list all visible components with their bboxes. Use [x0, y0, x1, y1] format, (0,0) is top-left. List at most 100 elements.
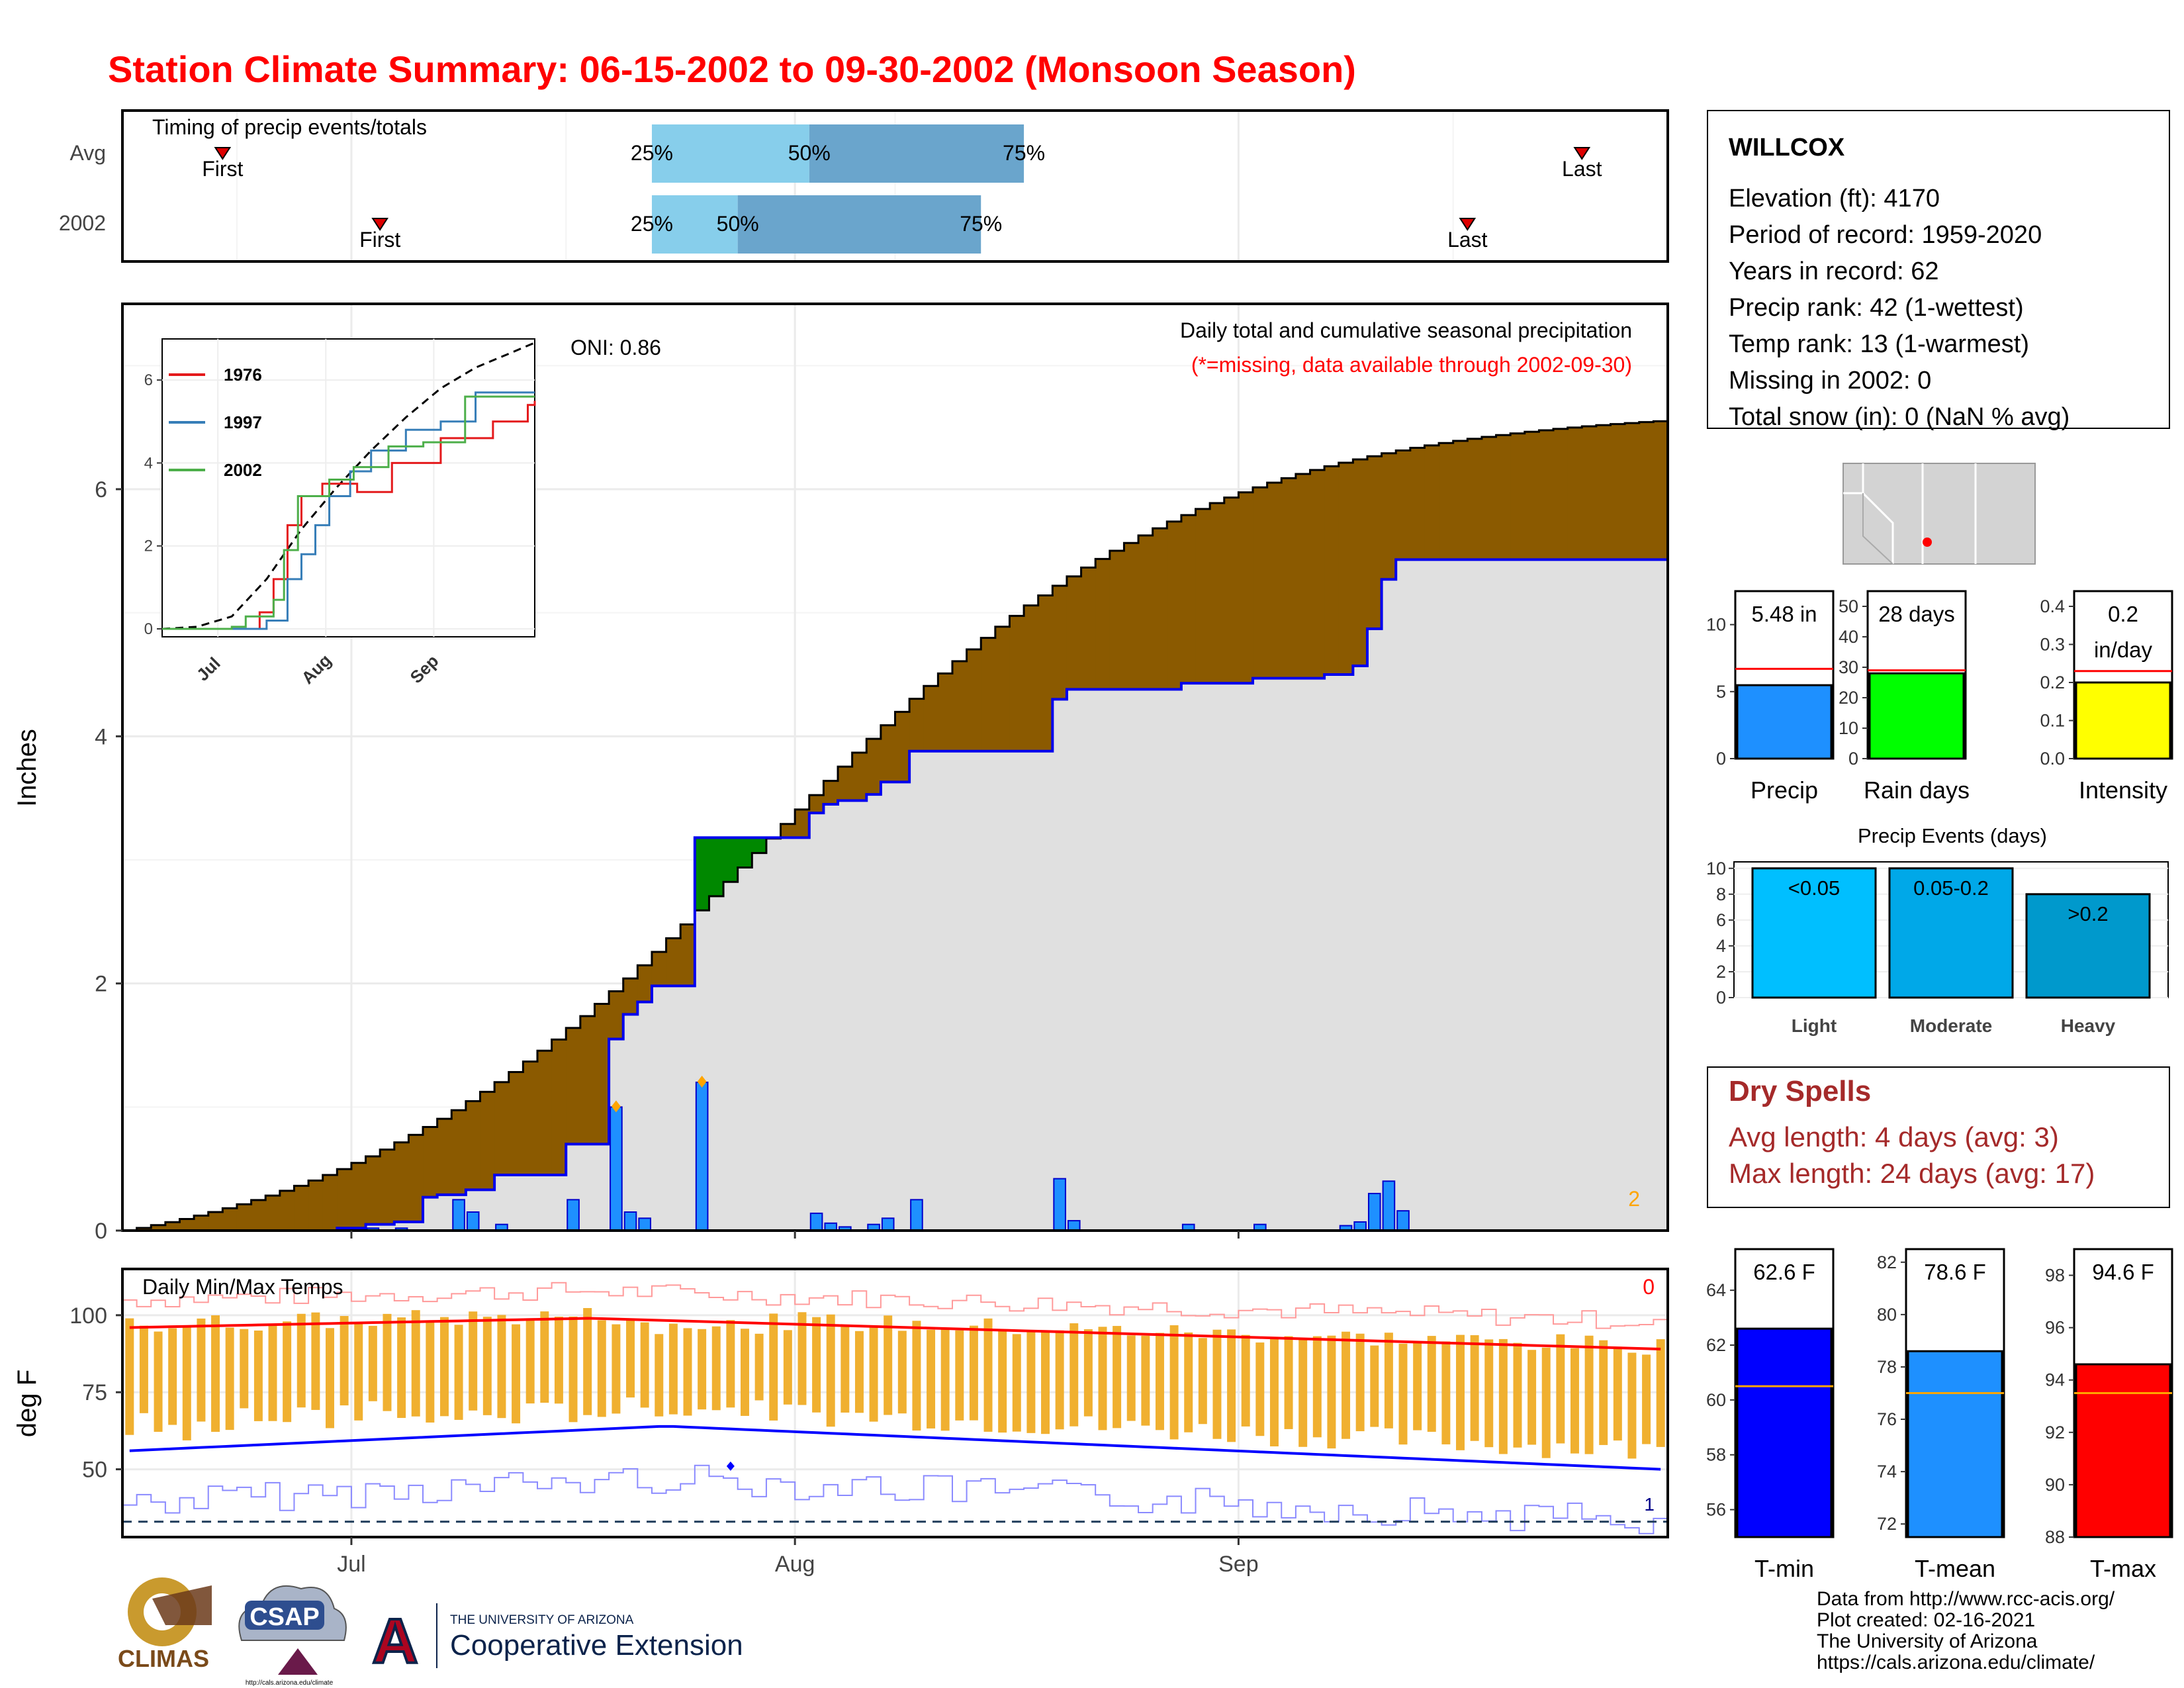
deviation-segment [437, 1119, 452, 1195]
deviation-segment [508, 1072, 523, 1175]
daily-temp-bar [340, 1316, 349, 1406]
station-marker [1923, 538, 1932, 547]
timing-bar-q50-q75 [809, 124, 1024, 183]
deviation-segment [566, 1027, 581, 1145]
deviation-segment [451, 1110, 467, 1195]
daily-temp-bar [1584, 1335, 1594, 1454]
month-label: Sep [1218, 1552, 1259, 1577]
station-line: Years in record: 62 [1729, 258, 1939, 285]
cumulative-fill [122, 559, 1668, 1231]
daily-temp-bar [783, 1330, 792, 1405]
daily-temp-bar [569, 1316, 578, 1423]
daily-precip-bar [1367, 1193, 1381, 1231]
station-line: Total snow (in): 0 (NaN % avg) [1729, 403, 2070, 431]
temp-ylabel: deg F [13, 1370, 42, 1437]
card-bar [1736, 1327, 1833, 1538]
station-info-box: WILLCOX Elevation (ft): 4170 Period of r… [1707, 110, 2170, 431]
temp-panel: Daily Min/Max Temps 0 1 deg F 50 75 100 Ju… [13, 1268, 1669, 1577]
deviation-segment [1410, 447, 1426, 560]
locator-map [1843, 463, 2036, 565]
csap-logo-text: CSAP [250, 1603, 320, 1631]
daily-precip-bar [623, 1211, 637, 1231]
daily-temp-bar [1627, 1352, 1637, 1459]
inset-y-tick-label: 2 [144, 538, 153, 555]
daily-temp-bar [983, 1318, 993, 1432]
daily-temp-bar [1498, 1338, 1508, 1454]
event-category-label: Heavy [2061, 1015, 2116, 1036]
deviation-segment [1567, 427, 1582, 560]
timing-q25-label: 25% [631, 212, 673, 236]
deviation-segment [1424, 445, 1439, 560]
events-tick-label: 0 [1716, 988, 1726, 1008]
events-tick-label: 8 [1716, 884, 1726, 904]
card-tick-label: 56 [1706, 1500, 1726, 1520]
card-tick-label: 58 [1706, 1445, 1726, 1465]
daily-temp-bar [1456, 1335, 1465, 1450]
daily-temp-bar [1055, 1330, 1064, 1430]
card-bar [1868, 672, 1965, 760]
daily-temp-bar [1613, 1346, 1622, 1441]
event-bar-label: <0.05 [1788, 876, 1840, 900]
deviation-segment [480, 1092, 495, 1190]
deviation-segment [1081, 567, 1096, 690]
record-max-line [122, 1282, 1668, 1329]
daily-temp-bar [197, 1318, 206, 1422]
daily-temp-bar [1298, 1338, 1308, 1447]
deviation-segment [1610, 424, 1625, 560]
deviation-segment [194, 1215, 209, 1231]
deviation-segment [1639, 422, 1654, 560]
deviation-segment [222, 1208, 238, 1231]
y-tick-label: 6 [95, 477, 107, 502]
daily-temp-bar [683, 1328, 692, 1416]
deviation-segment [551, 1039, 567, 1175]
daily-temp-bar [1041, 1331, 1050, 1434]
deviation-segment [580, 1015, 596, 1145]
deviation-segment [1496, 435, 1511, 560]
last-marker [1459, 218, 1477, 231]
last-marker [1573, 147, 1591, 160]
y-tick-label: 2 [95, 972, 107, 997]
daily-temp-bar [540, 1311, 549, 1403]
deviation-segment [1353, 459, 1368, 666]
deviation-segment [1109, 551, 1125, 690]
daily-temp-bar [1241, 1335, 1250, 1427]
deviation-segment [1310, 470, 1325, 679]
deviation-segment [780, 823, 796, 838]
events-tick-label: 4 [1716, 936, 1726, 956]
daily-temp-bar [1355, 1333, 1365, 1432]
card-tick-label: 78 [1877, 1357, 1897, 1377]
deviation-segment [594, 1004, 610, 1145]
deviation-segment [236, 1204, 252, 1231]
card-label: T-min [1754, 1555, 1814, 1582]
card-tick-label: 10 [1839, 718, 1858, 738]
inset-y-tick-label: 6 [144, 371, 153, 389]
daily-temp-bar [469, 1311, 478, 1411]
main-corner-count: 2 [1628, 1187, 1640, 1211]
deviation-segment [1195, 508, 1210, 684]
deviation-segment [1653, 421, 1668, 560]
card-tick-label: 40 [1839, 627, 1858, 647]
timing-q75-label: 75% [960, 212, 1002, 236]
dry-spells-box: Dry Spells Avg length: 4 days (avg: 3) M… [1707, 1066, 2170, 1208]
daily-temp-bar [1370, 1345, 1379, 1427]
card-tick-label: 72 [1877, 1514, 1897, 1534]
deviation-segment [1582, 426, 1597, 560]
average-cumulative-line [122, 420, 1668, 1232]
card-label: Intensity [2079, 776, 2167, 804]
daily-temp-bar [1312, 1336, 1322, 1438]
events-title: Precip Events (days) [1858, 824, 2047, 847]
daily-temp-bar [1012, 1334, 1021, 1432]
daily-temp-bar [726, 1320, 735, 1408]
y-tick-label: 0 [95, 1219, 107, 1244]
deviation-segment [165, 1222, 181, 1231]
daily-temp-bar [125, 1318, 134, 1435]
y-tick-label: 4 [95, 724, 107, 749]
deviation-segment [1481, 436, 1497, 560]
card-tick-label: 30 [1839, 657, 1858, 677]
first-marker [371, 218, 389, 231]
month-label: Jul [337, 1552, 365, 1577]
legend-label: 2002 [224, 460, 262, 480]
daily-temp-bar [1342, 1331, 1351, 1439]
station-line: Precip rank: 42 (1-wettest) [1729, 294, 2024, 322]
daily-temp-bar [1570, 1348, 1579, 1454]
